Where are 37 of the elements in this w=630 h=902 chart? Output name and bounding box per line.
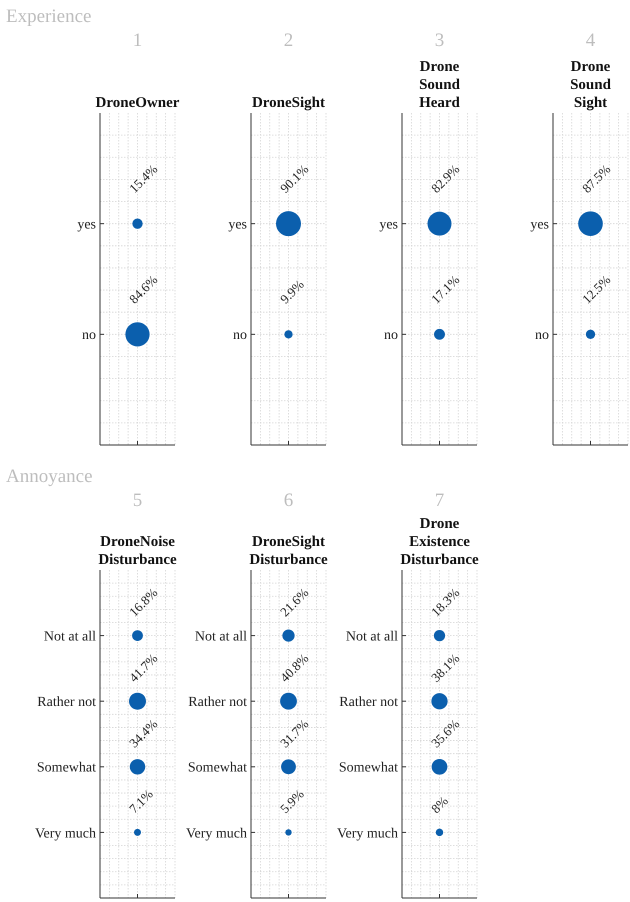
category-label: Not at all bbox=[194, 630, 248, 644]
data-label: 8% bbox=[428, 793, 451, 816]
text: DroneSight bbox=[252, 95, 326, 111]
text: 2 bbox=[284, 30, 294, 51]
text: Drone Sound Heard bbox=[419, 59, 461, 111]
category-label: Somewhat bbox=[188, 760, 248, 776]
category-label: Rather not bbox=[339, 695, 398, 710]
category-label: Rather not bbox=[37, 695, 96, 710]
category-label: Very much bbox=[186, 826, 247, 842]
text: Experience bbox=[6, 6, 92, 27]
category-label: no bbox=[82, 328, 96, 344]
text: DroneNoise Disturbance bbox=[98, 534, 178, 568]
text: DroneSight Disturbance bbox=[249, 534, 328, 568]
category-label: Not at all bbox=[44, 630, 96, 644]
category-label: Somewhat bbox=[338, 760, 398, 776]
text: DroneOwner bbox=[96, 95, 180, 111]
category-label: yes bbox=[379, 218, 398, 233]
text: Drone Existence Disturbance bbox=[400, 516, 480, 568]
text: 5 bbox=[132, 490, 142, 511]
category-label: Not at all bbox=[346, 630, 398, 644]
category-label: Very much bbox=[34, 826, 96, 842]
category-label: Very much bbox=[336, 826, 398, 842]
category-label: yes bbox=[530, 218, 549, 233]
category-label: Rather not bbox=[188, 695, 248, 710]
category-label: no bbox=[535, 328, 549, 344]
text: 3 bbox=[434, 30, 444, 51]
category-label: yes bbox=[77, 218, 96, 233]
category-label: Somewhat bbox=[36, 760, 96, 776]
category-label: no bbox=[384, 328, 398, 344]
text: 6 bbox=[284, 490, 294, 511]
text: 7 bbox=[434, 490, 444, 511]
category-label: no bbox=[233, 328, 247, 344]
text: Annoyance bbox=[6, 466, 93, 487]
text: 4 bbox=[586, 30, 596, 51]
category-label: yes bbox=[228, 218, 247, 233]
text: 1 bbox=[132, 30, 142, 51]
text: Drone Sound Sight bbox=[570, 59, 612, 111]
